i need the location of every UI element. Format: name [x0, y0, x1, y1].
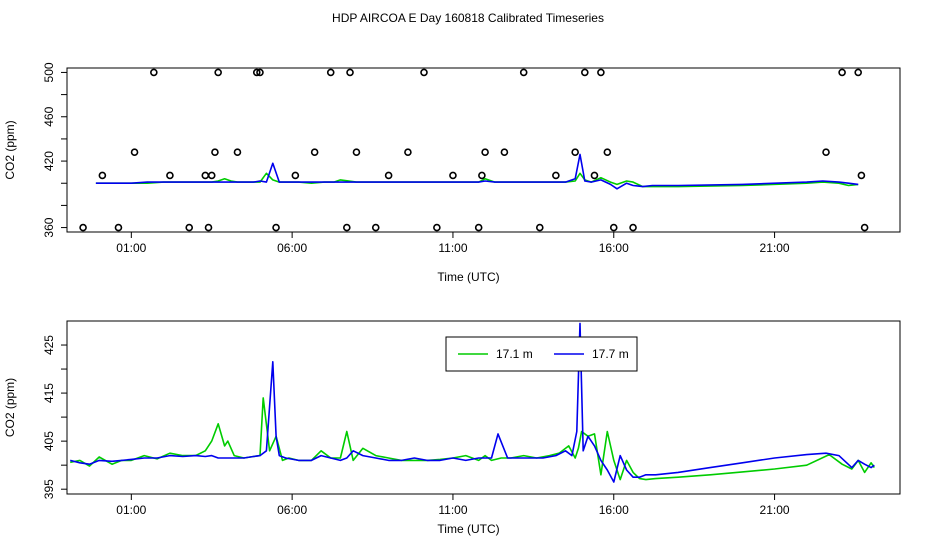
marker-point: [114, 223, 123, 232]
x-tick-label: 21:00: [760, 241, 790, 255]
x-tick-label: 16:00: [599, 241, 629, 255]
marker-point: [597, 68, 605, 77]
marker-point: [420, 68, 428, 77]
marker-point: [838, 68, 846, 77]
marker-point: [581, 68, 589, 77]
marker-point: [552, 171, 560, 180]
top-panel: 01:00 06:00 11:00 16:00 21:00 360 420 460 500 Tim…: [3, 62, 901, 284]
marker-point: [449, 171, 457, 180]
marker-point: [207, 171, 216, 180]
x-tick-label: 01:00: [116, 241, 146, 255]
legend: 17.1 m 17.7 m: [445, 336, 638, 372]
y-tick-label: 460: [42, 106, 56, 126]
marker-point: [535, 223, 544, 232]
marker-point: [256, 68, 264, 77]
y-tick-label: 500: [42, 62, 56, 82]
marker-point: [79, 223, 87, 232]
marker-point: [326, 68, 335, 77]
marker-point: [166, 171, 174, 180]
marker-point: [346, 68, 354, 77]
marker-point: [214, 68, 222, 77]
marker-point: [609, 223, 618, 232]
marker-point: [310, 148, 319, 157]
x-tick-label: 16:00: [599, 503, 629, 517]
marker-point: [481, 148, 489, 157]
y-tick-label: 415: [42, 383, 56, 403]
marker-point: [352, 148, 361, 157]
marker-point: [233, 148, 242, 157]
marker-point: [272, 223, 280, 232]
x-tick-label: 01:00: [116, 503, 146, 517]
legend-label: 17.1 m: [496, 347, 533, 361]
x-axis-label: Time (UTC): [437, 270, 499, 284]
x-tick-label: 11:00: [438, 241, 467, 255]
x-tick-label: 11:00: [438, 503, 467, 517]
marker-point: [519, 68, 528, 77]
marker-point: [252, 68, 261, 77]
marker-point: [150, 68, 158, 77]
marker-point: [500, 148, 509, 157]
series-line-green: [70, 397, 875, 481]
series-line-blue: [95, 153, 859, 190]
marker-point: [185, 223, 194, 232]
marker-point: [854, 68, 862, 77]
marker-point: [571, 148, 579, 157]
y-tick-label: 395: [42, 479, 56, 499]
marker-point: [433, 223, 441, 232]
x-tick-label: 06:00: [277, 503, 307, 517]
y-axis-label: CO2 (ppm): [3, 120, 17, 179]
x-axis-label: Time (UTC): [437, 522, 499, 536]
x-tick-label: 06:00: [277, 241, 307, 255]
plot-frame: [66, 320, 901, 495]
marker-point: [474, 223, 483, 232]
marker-point: [371, 223, 380, 232]
chart-title: HDP AIRCOA E Day 160818 Calibrated Times…: [332, 11, 604, 25]
bottom-panel: 01:00 06:00 11:00 16:00 21:00 395 405 415 425 Tim…: [3, 320, 901, 536]
plot-frame: [66, 67, 901, 233]
marker-point: [478, 171, 486, 180]
marker-point: [343, 223, 351, 232]
marker-point: [204, 223, 213, 232]
marker-point: [629, 223, 637, 232]
y-tick-label: 425: [42, 335, 56, 355]
marker-point: [404, 148, 412, 157]
marker-point: [590, 171, 599, 180]
y-axis-label: CO2 (ppm): [3, 378, 17, 437]
marker-point: [822, 148, 830, 157]
marker-point: [130, 148, 139, 157]
y-tick-label: 420: [42, 151, 56, 171]
legend-label: 17.7 m: [592, 347, 629, 361]
x-tick-label: 21:00: [760, 503, 790, 517]
series-line-blue: [70, 322, 875, 483]
y-tick-label: 405: [42, 431, 56, 451]
marker-point: [384, 171, 393, 180]
marker-point: [98, 171, 107, 180]
marker-point: [201, 171, 210, 180]
marker-point: [857, 171, 866, 180]
marker-point: [603, 148, 612, 157]
marker-point: [860, 223, 869, 232]
marker-point: [211, 148, 219, 157]
marker-point: [291, 171, 300, 180]
y-tick-label: 360: [42, 217, 56, 237]
